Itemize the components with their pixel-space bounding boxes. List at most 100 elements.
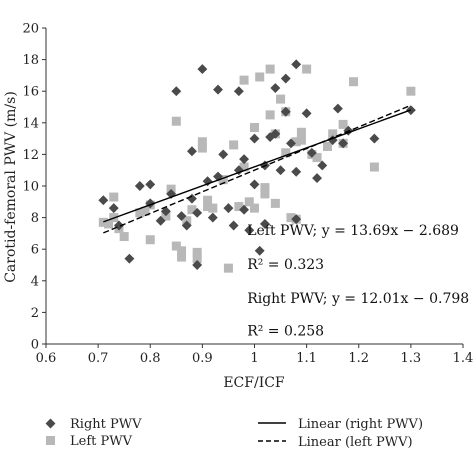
annotations: Left PWV; y = 13.69x − 2.689 R² = 0.323 Ri… [247,223,469,339]
left-pwv-point [104,219,114,229]
y-tick-label: 16 [22,85,39,100]
left-pwv-point [255,72,265,82]
right-pwv-point [239,204,250,215]
left-pwv-point [203,195,213,205]
y-tick-label: 12 [22,148,39,163]
left-pwv-point [239,75,249,85]
right-pwv-point [228,220,239,231]
legend-item-linear-right: Linear (right PWV) [258,417,423,432]
left-pwv-point [296,127,306,137]
left-pwv-point [203,202,213,212]
right-pwv-point [286,138,296,149]
x-tick-label: 1.3 [401,351,422,366]
right-pwv-point [155,215,166,226]
left-pwv-point [349,77,359,87]
left-pwv-point [145,235,155,245]
regression-annotation: R² = 0.258 [247,323,324,339]
x-tick-label: 0.7 [88,351,109,366]
right-pwv-point [223,203,234,214]
y-tick-label: 10 [22,180,39,195]
right-pwv-point [249,179,260,190]
right-pwv-point [332,103,343,114]
y-tick-label: 6 [31,243,39,258]
left-pwv-point [223,263,233,273]
left-pwv-point [234,202,244,212]
legend-label-linear-right: Linear (right PWV) [298,417,423,432]
x-tick-label: 0.8 [140,351,161,366]
legend-item-left-pwv: Left PWV [46,434,133,449]
left-pwv-point [328,129,338,139]
legend-marker-diamond [45,418,56,429]
regression-annotation: R² = 0.323 [247,257,324,273]
left-pwv-point [109,192,119,202]
x-tick-label: 1.2 [348,351,369,366]
right-pwv-point [239,154,250,165]
right-pwv-point [207,212,218,223]
regression-annotation: Left PWV; y = 13.69x − 2.689 [247,223,459,239]
right-pwv-point [187,146,197,157]
right-pwv-point [254,245,265,256]
left-pwv-point [265,64,275,74]
left-pwv-point [369,162,379,172]
right-pwv-point [249,133,260,144]
x-tick-label: 0.9 [192,351,213,366]
y-tick-label: 0 [31,338,39,353]
right-pwv-point [280,73,291,84]
left-pwv-point [140,206,150,216]
right-pwv-point [259,218,270,229]
right-pwv-point [291,214,302,225]
left-pwv-point [239,162,249,172]
plot-area: 0.6 0.7 0.8 0.9 1 1.1 1.2 1.3 1.4 0 2 4 6 8 10 12 14 16 18… [22,22,473,367]
left-pwv-point [208,203,218,213]
left-pwv-point [265,110,275,120]
left-pwv-point [286,213,296,223]
left-pwv-point [244,197,254,207]
tick-labels: 0.6 0.7 0.8 0.9 1 1.1 1.2 1.3 1.4 0 2 4 6 8 10 12 14 16 18… [22,22,473,367]
legend-marker-square [46,436,55,445]
left-pwv-point [276,94,286,104]
y-tick-label: 14 [22,116,39,131]
left-pwv-point [250,123,259,133]
x-tick-label: 1.4 [453,351,474,366]
left-pwv-point [171,116,181,126]
y-tick-label: 2 [31,306,39,321]
right-pwv-point [197,64,208,75]
right-pwv-point [134,181,145,191]
right-pwv-point [171,86,182,97]
left-pwv-point [312,153,322,163]
axes [42,27,464,348]
y-tick-label: 20 [22,22,39,37]
left-pwv-point [119,232,129,242]
right-pwv-point [233,86,244,97]
right-pwv-point [176,211,187,221]
x-tick-label: 1 [250,351,258,366]
left-pwv-point [260,189,270,199]
left-pwv-point [229,140,239,150]
legend-label-linear-left: Linear (left PWV) [298,435,413,450]
left-pwv-point [135,208,145,218]
right-pwv-point [124,253,135,264]
left-pwv-point [192,247,202,257]
right-pwv-point [270,128,281,139]
left-pwv-point [250,203,259,213]
left-pwv-point [218,175,228,185]
right-pwv-point [218,149,229,160]
right-pwv-point [244,225,255,236]
legend: Right PWV Left PWV Linear (right PWV) Li… [45,417,423,450]
right-pwv-point [233,165,244,176]
left-pwv-point [296,135,306,145]
right-pwv-point [275,165,286,176]
right-pwv-point [192,260,203,270]
y-tick-label: 8 [31,211,39,226]
left-pwv-point [177,252,187,262]
left-pwv-point [270,198,280,208]
left-pwv-point [338,119,348,129]
left-pwv-point [406,86,416,96]
left-pwv-point [281,148,291,158]
right-pwv-point [312,173,322,184]
left-pwv-point [291,137,301,147]
regression-annotation: Right PWV; y = 12.01x − 0.798 [247,291,469,307]
left-pwv-point [187,205,197,215]
y-axis-label: Carotid-femoral PWV (m/s) [3,91,19,283]
